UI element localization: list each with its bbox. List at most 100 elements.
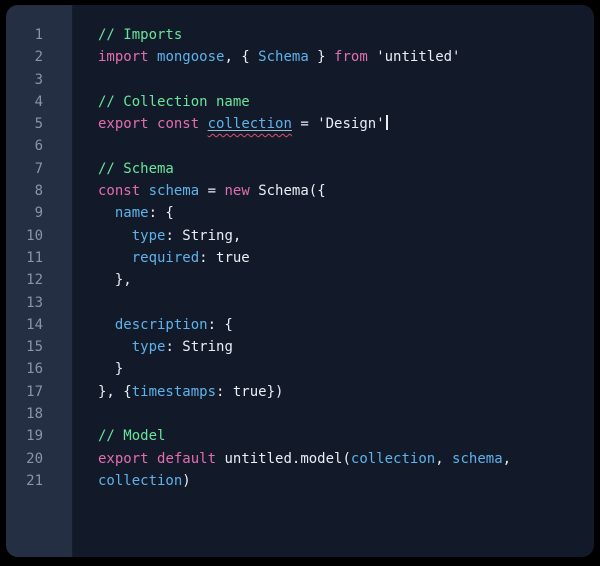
- line-number: 3: [34, 71, 43, 88]
- token-plain: [149, 451, 157, 467]
- token-keyword: import: [98, 49, 149, 66]
- token-plain: : true: [199, 249, 250, 266]
- token-ident: type: [131, 227, 166, 244]
- line-content: },: [98, 269, 132, 291]
- token-plain: : {: [207, 316, 233, 333]
- spell-error-squiggle: collection: [208, 116, 292, 132]
- code-line[interactable]: 8 const schema = new Schema({: [6, 180, 594, 202]
- token-ident: schema: [148, 183, 200, 200]
- token-plain: }, {: [98, 383, 132, 400]
- code-line[interactable]: 3: [6, 69, 594, 91]
- line-number: 4: [34, 93, 43, 110]
- code-line[interactable]: 6: [6, 135, 594, 157]
- line-content: required: true: [98, 247, 250, 269]
- code-line[interactable]: 11 required: true: [6, 247, 594, 269]
- code-line[interactable]: 12 },: [6, 269, 594, 291]
- code-line[interactable]: 2 import mongoose, { Schema } from 'untit…: [6, 46, 594, 68]
- token-plain: , {: [224, 49, 259, 66]
- token-plain: [98, 339, 132, 355]
- code-line[interactable]: 17 }, {timestamps: true}): [6, 381, 594, 403]
- token-comment: // Collection name: [98, 93, 250, 110]
- code-lines[interactable]: 1 // Imports 2 import mongoose, { Schema } …: [6, 5, 594, 492]
- token-ident: collection: [350, 450, 436, 467]
- token-plain: [199, 116, 207, 132]
- token-keyword: new: [224, 183, 250, 200]
- token-plain: Schema({: [249, 183, 326, 200]
- token-plain: ): [182, 472, 191, 489]
- token-keyword: const: [98, 183, 141, 200]
- line-number: 9: [34, 205, 43, 222]
- token-plain: ,: [435, 450, 453, 467]
- code-line[interactable]: 15 type: String: [6, 336, 594, 358]
- line-number: 21: [26, 472, 43, 489]
- code-line[interactable]: 1 // Imports: [6, 24, 594, 46]
- token-plain: =: [199, 183, 225, 200]
- line-content: description: {: [98, 314, 233, 336]
- token-plain: 'untitled': [367, 49, 461, 66]
- code-editor[interactable]: 1 // Imports 2 import mongoose, { Schema } …: [6, 5, 594, 557]
- line-content: // Collection name: [98, 91, 250, 113]
- line-number: 8: [34, 183, 43, 200]
- line-number: 2: [34, 49, 43, 66]
- code-line[interactable]: 21 collection): [6, 470, 594, 492]
- code-line[interactable]: 19 // Model: [6, 425, 594, 447]
- line-content: type: String,: [98, 225, 242, 247]
- line-content: // Imports: [98, 24, 182, 46]
- line-content: collection): [98, 470, 191, 492]
- token-plain: }: [308, 49, 335, 66]
- line-number: 18: [26, 406, 43, 423]
- code-line[interactable]: 18: [6, 403, 594, 425]
- line-number: 7: [34, 160, 43, 177]
- line-number: 17: [26, 383, 43, 400]
- code-line[interactable]: 9 name: {: [6, 202, 594, 224]
- token-ident: type: [131, 339, 166, 356]
- line-content: // Model: [98, 425, 165, 447]
- token-ident: collection: [98, 472, 183, 489]
- token-keyword: const: [157, 116, 200, 133]
- code-line[interactable]: 4 // Collection name: [6, 91, 594, 113]
- token-plain: [149, 49, 157, 65]
- token-ident: name: [114, 205, 149, 222]
- token-plain: : true}): [216, 383, 284, 400]
- token-plain: [98, 205, 115, 221]
- line-number: 6: [34, 138, 43, 155]
- line-content: export const collection = 'Design': [98, 113, 388, 135]
- code-line[interactable]: 10 type: String,: [6, 225, 594, 247]
- line-content: import mongoose, { Schema } from 'untitl…: [98, 46, 460, 68]
- token-plain: : String: [165, 339, 233, 356]
- code-line[interactable]: 13: [6, 292, 594, 314]
- token-keyword: export: [98, 450, 149, 467]
- token-keyword: export: [98, 116, 149, 133]
- code-line[interactable]: 14 description: {: [6, 314, 594, 336]
- token-keyword: from: [334, 49, 368, 66]
- line-number: 16: [26, 361, 43, 378]
- code-line[interactable]: 7 // Schema: [6, 158, 594, 180]
- token-plain: ,: [502, 450, 512, 467]
- token-keyword: default: [157, 450, 217, 467]
- code-line[interactable]: 16 }: [6, 358, 594, 380]
- token-ident: description: [114, 316, 208, 333]
- token-comment: // Imports: [98, 27, 183, 43]
- token-plain: [98, 317, 115, 333]
- line-number-gutter: [6, 5, 73, 557]
- line-number: 14: [26, 316, 43, 333]
- line-number: 20: [26, 450, 43, 467]
- line-number: 13: [26, 294, 43, 311]
- line-content: }, {timestamps: true}): [98, 381, 283, 403]
- token-ident: Schema: [258, 49, 309, 66]
- line-number: 11: [26, 249, 43, 266]
- token-plain: : String,: [165, 227, 242, 244]
- token-comment: // Model: [98, 428, 166, 445]
- token-plain: },: [98, 272, 132, 289]
- code-line[interactable]: 5 export const collection = 'Design': [6, 113, 594, 135]
- line-content: }: [98, 358, 123, 380]
- token-ident: timestamps: [131, 383, 217, 400]
- token-plain: [149, 116, 157, 132]
- line-number: 12: [26, 272, 43, 289]
- line-number: 5: [34, 116, 43, 133]
- token-comment: // Schema: [98, 160, 174, 177]
- token-plain: untitled.model(: [216, 450, 351, 467]
- line-content: type: String: [98, 336, 233, 358]
- code-line[interactable]: 20 export default untitled.model(collecti…: [6, 448, 594, 470]
